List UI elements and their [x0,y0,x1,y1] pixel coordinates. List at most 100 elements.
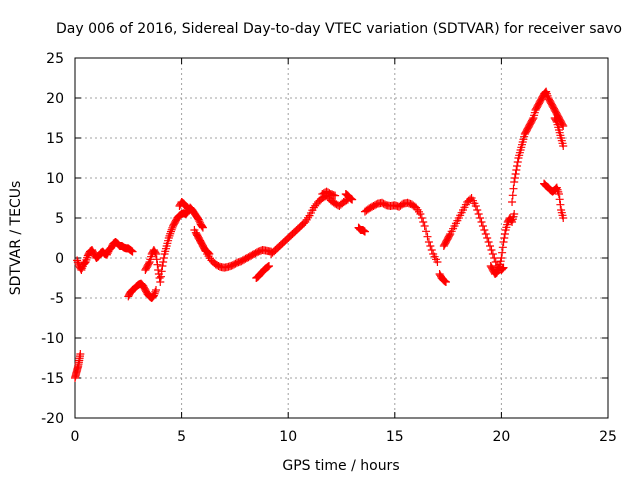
data-point [128,247,137,256]
data-point [152,250,161,258]
series-arc-9 [267,191,352,258]
data-point [491,258,500,266]
data-point [144,259,153,268]
data-point [484,238,493,246]
data-point [265,262,274,270]
data-point [153,260,162,269]
data-point [149,291,158,300]
data-point [422,227,431,236]
data-point [159,254,168,262]
x-tick-label: 20 [492,429,510,445]
data-point [476,214,485,222]
data-point [473,206,482,214]
data-point [167,225,176,234]
data-point [510,178,519,186]
series-arc-7 [192,230,214,258]
y-tick-label: 5 [55,211,64,227]
data-point [348,195,357,204]
data-point [486,242,495,250]
data-point [559,214,568,222]
data-point [157,267,166,276]
series-arc-1 [71,350,85,382]
data-point [528,115,537,124]
data-point [490,254,499,262]
data-point [155,274,164,282]
data-point [559,142,568,150]
data-point [77,266,86,274]
data-point [420,222,429,230]
x-tick-label: 25 [599,429,617,445]
y-tick-label: 0 [55,251,64,267]
data-point [508,191,517,200]
data-point [204,249,213,258]
y-tick-label: -15 [41,371,64,387]
data-point [510,174,519,182]
series-arc-12 [354,223,369,236]
data-point [73,256,82,265]
data-point [426,242,435,250]
data-point [416,210,425,218]
data-point [498,248,507,257]
data-point [498,243,507,252]
data-point [499,238,508,246]
data-point [198,222,207,231]
series-arc-8 [252,262,274,282]
data-point [166,229,175,238]
data-point [158,262,167,270]
data-point [441,278,450,286]
data-point [151,287,160,296]
series-arc-4 [141,203,207,286]
series-arc-19 [540,179,568,222]
data-point [474,210,483,218]
data-point [424,238,433,246]
x-tick-labels: 0 5 10 15 20 25 [71,429,617,445]
data-point [182,202,191,211]
data-points [71,87,568,382]
data-point [500,234,509,242]
data-point [497,254,506,262]
data-point [433,258,442,266]
x-tick-label: 5 [177,429,186,445]
y-tick-label: 25 [46,51,64,67]
data-point [423,232,432,241]
data-point [156,272,165,281]
data-point [481,230,490,238]
series-arc-2 [73,238,137,274]
data-point [554,190,563,198]
data-point [152,286,161,294]
data-point [205,250,214,258]
data-point [156,278,165,286]
series-arc-16 [486,210,519,278]
data-point [150,289,159,298]
data-point [427,246,436,254]
x-tick-label: 15 [386,429,404,445]
data-point [480,226,489,234]
data-point [556,200,565,209]
series-arc-14 [435,270,450,286]
chart-title: Day 006 of 2016, Sidereal Day-to-day VTE… [56,21,622,37]
data-point [73,258,82,267]
data-point [512,166,521,174]
data-point [76,350,85,358]
data-point [78,264,87,273]
data-point [478,222,487,230]
data-point [417,214,426,222]
data-point [510,210,519,218]
data-point [183,204,192,213]
y-tick-labels: -20 -15 -10 -5 0 5 10 15 20 25 [41,51,64,427]
y-tick-label: 10 [46,171,64,187]
x-axis-label: GPS time / hours [282,458,399,474]
y-tick-label: -20 [41,411,64,427]
plot-frame [74,57,609,419]
x-tick-label: 10 [279,429,297,445]
grid [75,58,608,418]
axis-ticks [74,57,609,419]
y-axis-label: SDTVAR / TECUs [8,181,24,296]
data-point [166,227,175,236]
data-point [159,258,168,266]
data-point [477,218,486,226]
y-tick-label: 15 [46,131,64,147]
data-point [487,246,496,254]
data-point [513,162,522,170]
